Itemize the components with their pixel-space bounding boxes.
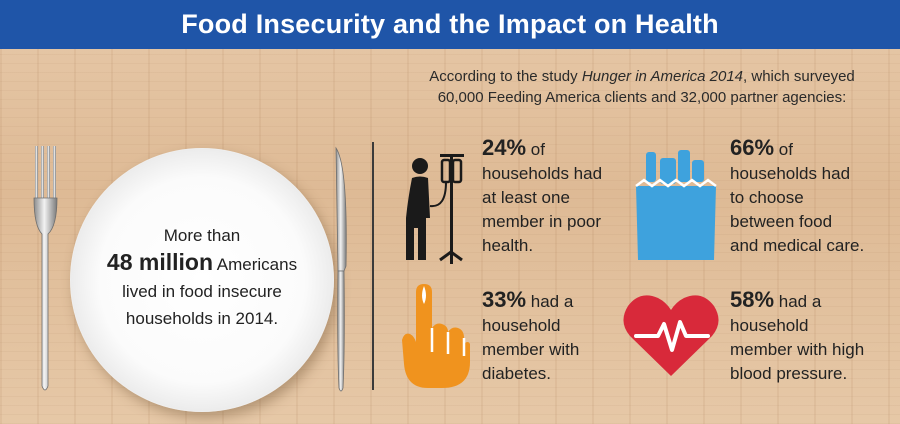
stat-line: households had — [482, 164, 603, 183]
plate-line3: lived in food insecure — [122, 282, 282, 301]
stat-line: health. — [482, 236, 534, 255]
stat-line: member with high — [730, 340, 865, 359]
divider-line — [372, 142, 374, 390]
stat-line: member with — [482, 340, 580, 359]
stat-line: to choose — [730, 188, 804, 207]
stat-lead: of — [774, 140, 793, 159]
stat-line: household — [482, 316, 561, 335]
stat-food-vs-medical: 66% of households had to choose between … — [730, 136, 864, 258]
banner-title: Food Insecurity and the Impact on Health — [0, 0, 900, 49]
intro-line2: 60,000 Feeding America clients and 32,00… — [437, 89, 847, 106]
stat-blood-pressure: 58% had a household member with high blo… — [730, 288, 864, 386]
stat-line: at least one — [482, 188, 570, 207]
stat-lead: of — [526, 140, 545, 159]
stat-percent: 66% — [730, 135, 775, 160]
stat-line: between food — [730, 212, 833, 231]
stat-line: and medical care. — [730, 236, 865, 255]
plate-big-number: 48 million — [106, 249, 213, 275]
plate-text: More than 48 million Americans lived in … — [88, 222, 316, 332]
fork-icon — [33, 146, 58, 391]
intro-text: According to the study Hunger in America… — [392, 66, 892, 108]
finger-prick-icon — [402, 284, 470, 388]
stat-line: diabetes. — [482, 364, 551, 383]
stat-poor-health: 24% of households had at least one membe… — [482, 136, 602, 258]
plate — [70, 148, 334, 412]
intro-tail: , which surveyed — [743, 68, 855, 85]
stat-line: household — [730, 316, 809, 335]
plate-line4: households in 2014. — [125, 309, 279, 328]
stat-line: member in poor — [482, 212, 602, 231]
stat-lead: had a — [774, 292, 822, 311]
patient-iv-icon — [406, 154, 464, 264]
stat-percent: 33% — [482, 287, 527, 312]
stat-line: blood pressure. — [730, 364, 848, 383]
plate-line1: More than — [163, 226, 241, 245]
plate-line-big: 48 million Americans — [88, 249, 316, 278]
intro-study-name: Hunger in America 2014 — [581, 68, 744, 85]
stat-percent: 58% — [730, 287, 775, 312]
heartbeat-icon — [623, 295, 719, 376]
knife-icon — [335, 146, 347, 392]
stat-lead: had a — [526, 292, 574, 311]
stat-diabetes: 33% had a household member with diabetes… — [482, 288, 579, 386]
intro-lead: According to the study — [429, 68, 582, 85]
stat-percent: 24% — [482, 135, 527, 160]
plate-line2: Americans — [213, 255, 298, 274]
grocery-bag-icon — [635, 150, 717, 260]
stat-line: households had — [730, 164, 851, 183]
